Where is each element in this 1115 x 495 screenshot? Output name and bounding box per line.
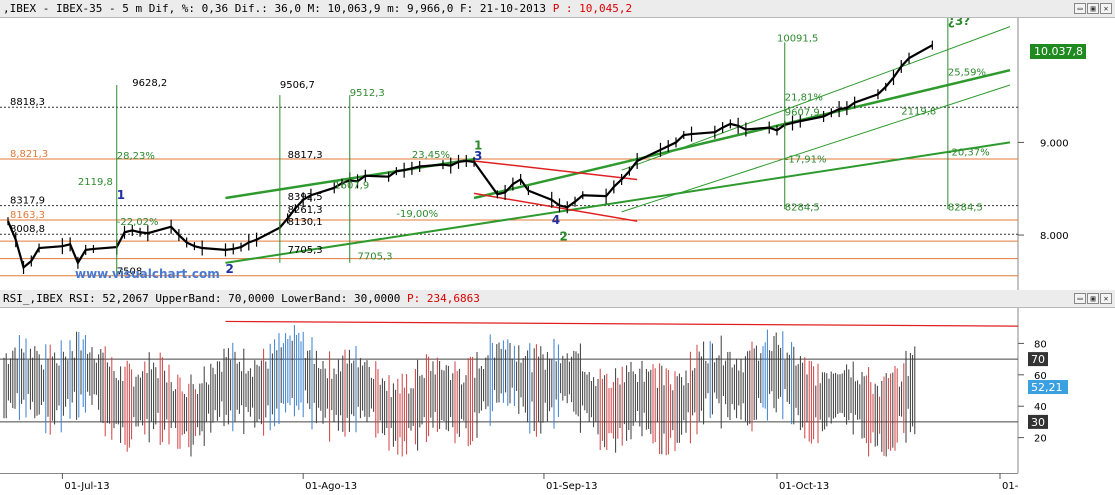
- annotation-label: ¿3?: [948, 18, 970, 28]
- minimize-button[interactable]: ▭: [1074, 3, 1086, 14]
- rsi-axis-tick-label: 80: [1034, 339, 1047, 350]
- annotation-label: 21,81%: [785, 93, 823, 104]
- trend-line: [621, 26, 1011, 171]
- wave-label: 4: [552, 213, 560, 227]
- annotation-label: 28,23%: [117, 151, 155, 162]
- price-level-label: 8008,8: [10, 224, 45, 235]
- annotation-label: 23,45%: [412, 150, 450, 161]
- rsi-axis-tick-label: 20: [1034, 434, 1047, 445]
- price-panel-header: ,IBEX - IBEX-35 - 5 m Dif, %: 0,36 Dif.:…: [0, 0, 1115, 18]
- y-axis-tick-label: 9.000: [1040, 138, 1069, 149]
- price-header-close: P : 10,045,2: [552, 2, 633, 15]
- trend-line: [225, 141, 1011, 264]
- annotation-label: 9607,9: [785, 108, 820, 119]
- wave-label: 1: [474, 138, 482, 152]
- annotation-label: -19,00%: [396, 209, 438, 220]
- y-axis-tick-label: 8.000: [1040, 231, 1069, 242]
- annotation-label: 10091,5: [777, 33, 818, 44]
- price-line: [6, 44, 933, 270]
- price-level-label: 8818,3: [10, 97, 45, 108]
- annotation-label: 8392,5: [288, 192, 323, 203]
- trend-line: [473, 68, 1011, 200]
- rsi-value-badge-text: 52,21: [1031, 381, 1063, 394]
- annotation-label: -20,37%: [948, 147, 990, 158]
- price-header-text: ,IBEX - IBEX-35 - 5 m Dif, %: 0,36 Dif.:…: [3, 2, 553, 15]
- rsi-axis-tick-label: 60: [1034, 371, 1047, 382]
- x-axis-tick-label: 01-: [1002, 481, 1019, 492]
- rsi-value-badge: [1028, 380, 1068, 395]
- price-level-label: 8317,9: [10, 196, 45, 207]
- rsi-header-text: RSI_,IBEX RSI: 52,2067 UpperBand: 70,000…: [3, 292, 407, 305]
- annotation-label: 8284,5: [785, 203, 820, 214]
- rsi-maximize-button[interactable]: ▣: [1087, 293, 1099, 304]
- x-axis-tick-label: 01-Ago-13: [305, 481, 357, 492]
- annotation-label: 2119,8: [901, 107, 936, 118]
- rsi-upper-badge-text: 70: [1031, 353, 1045, 366]
- annotation-label: 8130,1: [288, 217, 323, 228]
- rsi-close-button[interactable]: ✕: [1100, 293, 1112, 304]
- rsi-lower-badge-text: 30: [1031, 416, 1045, 429]
- watermark: www.visualchart.com: [75, 267, 220, 281]
- x-axis-tick-label: 01-Sep-13: [546, 481, 598, 492]
- wave-label: 1: [117, 188, 125, 202]
- price-level-label: 8,821,3: [10, 149, 48, 160]
- wave-label: 2: [559, 230, 567, 244]
- annotation-label: 8261,3: [288, 205, 323, 216]
- trend-line: [473, 160, 638, 181]
- annotation-label: 8817,3: [288, 150, 323, 161]
- rsi-minimize-button[interactable]: ▭: [1074, 293, 1086, 304]
- last-price-badge: 10.037,8: [1030, 44, 1086, 59]
- trend-line: [621, 84, 1011, 213]
- wave-label: 3: [474, 149, 482, 163]
- annotation-label: 7705,3: [288, 245, 323, 256]
- trend-line: [473, 192, 638, 222]
- x-axis-tick-label: 01-Jul-13: [64, 481, 109, 492]
- annotation-label: 2119,8: [78, 177, 113, 188]
- last-price-badge-text: 10.037,8: [1034, 45, 1083, 58]
- x-axis: 01-Jul-13 01-Ago-13 01-Sep-13 01-Oct-13 01-: [0, 473, 1019, 492]
- rsi-lower-badge: [1028, 414, 1048, 429]
- rsi-header-extra: P: 234,6863: [406, 292, 480, 305]
- rsi-chart[interactable]: 80 60 40 20 70 52,21 30: [0, 308, 1115, 473]
- annotation-label: 9512,3: [350, 88, 385, 99]
- annotation-label: 1607,9: [334, 181, 369, 192]
- annotation-label: 9506,7: [280, 80, 315, 91]
- wave-label: 2: [225, 262, 233, 276]
- annotation-label: 8284,5: [948, 203, 983, 214]
- annotation-label: 7508: [117, 266, 142, 277]
- x-axis-tick-label: 01-Oct-13: [779, 481, 829, 492]
- annotation-label: 9628,2: [132, 78, 167, 89]
- rsi-upper-badge: [1028, 352, 1048, 367]
- rsi-axis-tick-label: 40: [1034, 402, 1047, 413]
- price-level-label: 8163,3: [10, 210, 45, 221]
- annotation-label: -22,02%: [117, 217, 159, 228]
- rsi-trend-line: [225, 320, 1019, 327]
- annotation-label: 7705,3: [358, 252, 393, 263]
- maximize-button[interactable]: ▣: [1087, 3, 1099, 14]
- annotation-label: 25,59%: [948, 68, 986, 79]
- rsi-panel-header: RSI_,IBEX RSI: 52,2067 UpperBand: 70,000…: [0, 290, 1115, 308]
- close-button[interactable]: ✕: [1100, 3, 1112, 14]
- annotation-label: -17,91%: [785, 154, 827, 165]
